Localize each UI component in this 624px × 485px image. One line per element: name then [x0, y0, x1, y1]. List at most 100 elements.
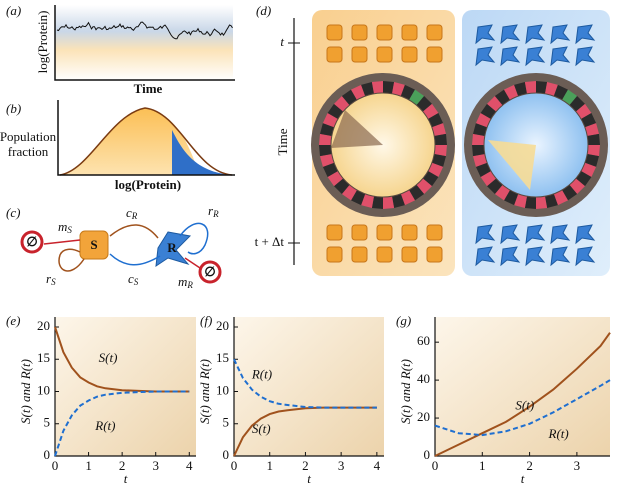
cell-r: [525, 24, 546, 45]
x-tick-label: 3: [574, 458, 581, 473]
y-tick-label: 0: [223, 447, 230, 462]
wheel-pocket: [514, 193, 527, 208]
cell-r: [575, 246, 596, 267]
x-label: Time: [134, 81, 163, 96]
time-label: t + Δt: [255, 234, 285, 249]
plot-background: [435, 317, 610, 456]
cell-r: [500, 224, 521, 245]
null-label: ∅: [204, 264, 215, 279]
x-tick-label: 2: [119, 458, 126, 473]
cell-r: [525, 246, 546, 267]
wheel-pocket: [553, 190, 568, 206]
series-label: R(t): [94, 418, 115, 433]
wheel-pocket: [472, 145, 485, 157]
wheel-pocket: [472, 133, 485, 145]
series-label: R(t): [251, 366, 272, 381]
series-line: [434, 332, 611, 457]
wheel-pocket: [322, 113, 338, 128]
x-label: t: [307, 471, 311, 485]
wheel-pocket: [536, 196, 548, 209]
null-node: [20, 230, 44, 254]
cell-r: [575, 46, 596, 67]
series-line: [54, 390, 190, 457]
y-label: fraction: [8, 144, 49, 159]
cell-r: [500, 24, 521, 45]
cell-s: [376, 24, 393, 41]
y-tick-label: 10: [216, 382, 229, 397]
wheel-pocket: [581, 113, 597, 128]
x-tick-label: 1: [85, 458, 92, 473]
distribution-curve: [59, 107, 233, 176]
cell-s: [426, 24, 443, 41]
wheel-pocket: [575, 171, 592, 187]
null-node: [198, 260, 222, 284]
y-label: S(t) and R(t): [398, 359, 413, 424]
wheel-pocket: [351, 190, 366, 206]
distribution-area: [60, 108, 200, 175]
cell-s: [326, 224, 343, 241]
axes: [54, 5, 235, 81]
wheel-pocket: [494, 184, 510, 201]
cell-r: [550, 24, 571, 45]
wheel-pocket: [319, 133, 332, 145]
panel-label: (b): [6, 101, 21, 116]
cell-r: [550, 224, 571, 245]
wheel-pocket: [431, 154, 446, 167]
wheel-pocket: [351, 84, 366, 100]
y-tick-label: 5: [44, 415, 51, 430]
x-label: log(Protein): [115, 177, 181, 192]
cell-s: [426, 246, 443, 263]
wheel-pocket: [524, 81, 536, 94]
series-label: S(t): [252, 421, 271, 436]
wheel-pocket: [584, 123, 599, 136]
wheel-pocket: [428, 162, 444, 177]
time-label: t: [280, 34, 284, 49]
null-label: ∅: [26, 234, 37, 249]
x-tick-label: 1: [479, 458, 486, 473]
panel-b: (b) Population fraction log(Protein): [0, 100, 235, 192]
cell-r: [475, 24, 496, 45]
wheel-pocket: [409, 184, 425, 201]
y-tick-label: 0: [424, 447, 431, 462]
x-label: t: [124, 471, 128, 485]
y-tick-label: 40: [417, 371, 430, 386]
wheel-pocket: [473, 154, 488, 167]
cell-s: [426, 46, 443, 63]
cell-r: [475, 224, 496, 245]
wheel-pocket: [569, 96, 585, 112]
cell-s: [376, 46, 393, 63]
cell-s: [401, 246, 418, 263]
wheel-pocket: [361, 82, 374, 97]
wheel-pocket: [400, 84, 415, 100]
noise-trace: [56, 21, 233, 40]
cell-s: [351, 24, 368, 41]
wheel-pocket: [361, 193, 374, 208]
wheel-pocket: [584, 154, 599, 167]
wheel-pocket: [487, 178, 503, 194]
wheel-pocket: [327, 171, 344, 187]
wheel-pocket: [422, 171, 439, 187]
wheel-pocket: [514, 82, 527, 97]
wheel-pocket: [581, 162, 597, 177]
panel-label: (a): [6, 3, 21, 18]
wheel-pocket: [416, 96, 432, 112]
time-title: Time: [275, 128, 290, 155]
cell-s: [401, 24, 418, 41]
wheel-pocket: [587, 145, 600, 157]
y-label: Population: [0, 129, 57, 144]
cell-s: [401, 224, 418, 241]
series-label: S(t): [515, 398, 534, 413]
wheel-slice: [488, 140, 536, 190]
wheel-pocket: [475, 162, 491, 177]
cell-s: [376, 246, 393, 263]
plot-background: [234, 317, 384, 456]
cell-s: [326, 46, 343, 63]
x-tick-label: 4: [374, 458, 381, 473]
cell-r: [575, 224, 596, 245]
cell-s: [326, 24, 343, 41]
wheel-pocket: [383, 81, 395, 94]
wheel-pocket: [494, 89, 510, 106]
wheel-pocket: [392, 82, 405, 97]
